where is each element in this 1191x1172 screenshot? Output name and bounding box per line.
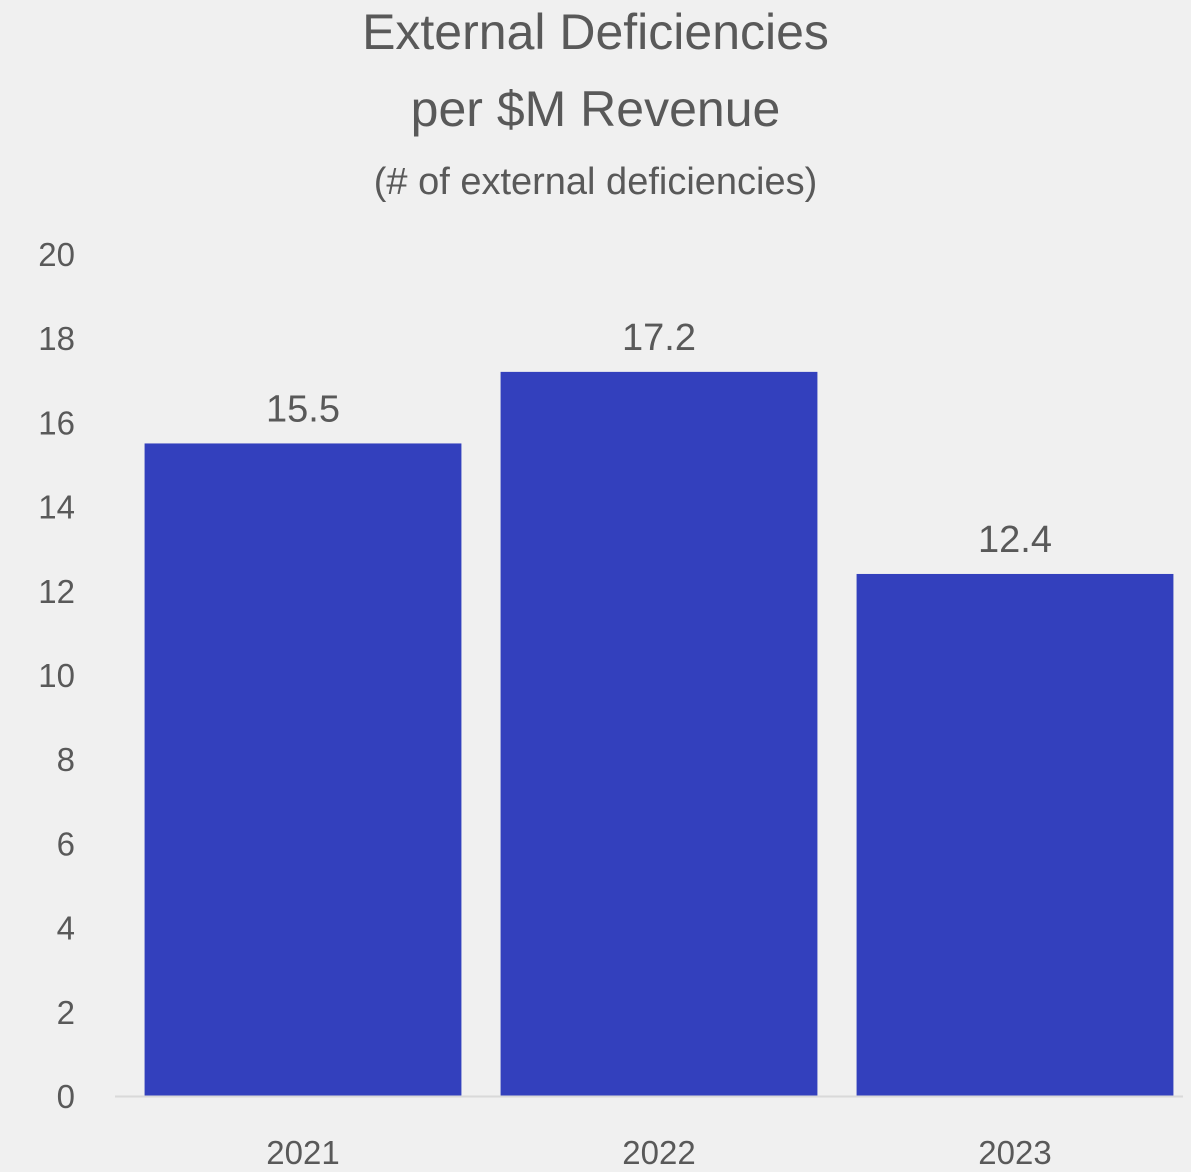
x-axis-categories: 2021 2022 2023 [266,1134,1051,1171]
data-label-2023: 12.4 [978,519,1052,561]
data-label-2022: 17.2 [622,317,696,359]
y-tick-label: 2 [57,994,75,1031]
y-tick-label: 20 [38,236,75,273]
bars [144,371,1174,1096]
x-category-label-2023: 2023 [978,1134,1051,1171]
chart-title-line-2: per $M Revenue [410,81,781,137]
bar-2022 [500,371,818,1096]
data-labels: 15.5 17.2 12.4 [266,317,1052,561]
chart-title: External Deficiencies per $M Revenue [0,6,1191,135]
x-category-label-2021: 2021 [266,1134,339,1171]
y-tick-label: 8 [57,741,75,778]
chart-subtitle: (# of external deficiencies) [373,161,818,203]
x-category-label-2022: 2022 [622,1134,695,1171]
bar-2021 [144,443,462,1096]
y-tick-label: 10 [38,657,75,694]
y-tick-label: 18 [38,320,75,357]
y-tick-label: 6 [57,825,75,862]
chart-title-line-1: External Deficiencies [362,4,829,60]
y-tick-label: 14 [38,489,75,526]
bar-2023 [856,573,1174,1096]
y-tick-label: 0 [57,1078,75,1115]
y-axis-ticks: 0 2 4 6 8 10 12 14 16 18 20 [38,236,75,1115]
y-tick-label: 12 [38,573,75,610]
data-label-2021: 15.5 [266,388,340,430]
y-tick-label: 16 [38,404,75,441]
y-tick-label: 4 [57,910,75,947]
